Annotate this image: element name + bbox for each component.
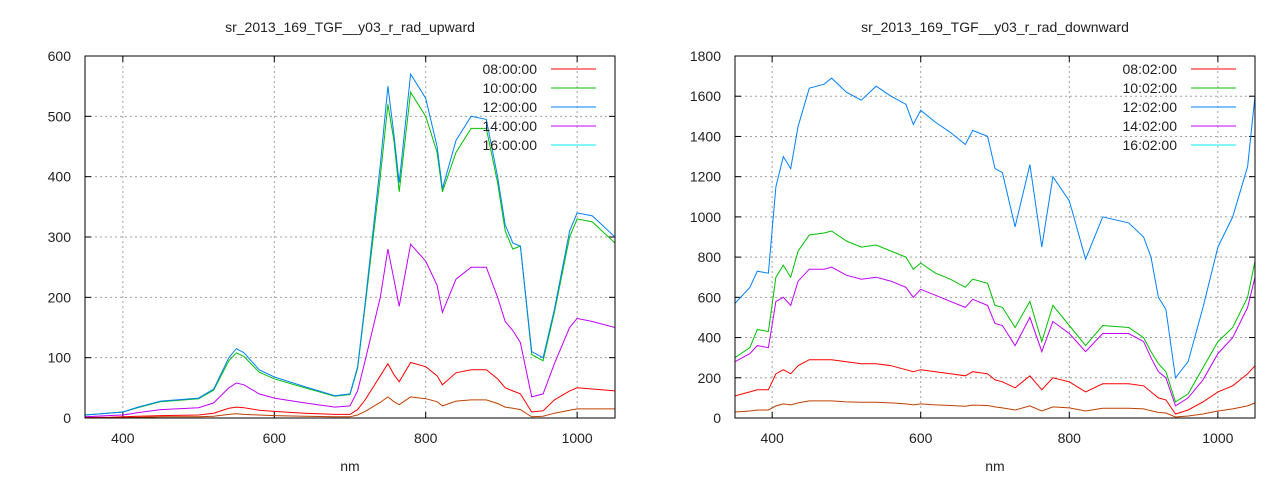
legend-item: 12:00:00 (483, 99, 596, 115)
legend-item: 10:00:00 (483, 80, 596, 96)
legend-item: 08:00:00 (483, 61, 596, 77)
chart-title: sr_2013_169_TGF__y03_r_rad_upward (225, 19, 475, 35)
x-tick-label: 400 (760, 430, 784, 446)
y-tick-label: 1200 (690, 169, 721, 185)
series-line-14-02-00 (735, 266, 1255, 407)
legend-item: 14:02:00 (1123, 118, 1236, 134)
x-tick-label: 1000 (562, 430, 593, 446)
legend-item: 08:02:00 (1123, 61, 1236, 77)
legend-item: 14:00:00 (483, 118, 596, 134)
legend-label: 08:02:00 (1123, 61, 1178, 77)
y-tick-label: 600 (48, 48, 72, 64)
y-tick-label: 0 (713, 410, 721, 426)
legend-label: 10:00:00 (483, 80, 538, 96)
legend-label: 14:00:00 (483, 118, 538, 134)
x-axis-label: nm (985, 458, 1004, 474)
legend-label: 12:00:00 (483, 99, 538, 115)
legend-label: 16:00:00 (483, 137, 538, 153)
y-tick-label: 500 (48, 108, 72, 124)
x-tick-label: 800 (414, 430, 438, 446)
y-tick-label: 400 (48, 169, 72, 185)
y-tick-label: 1800 (690, 48, 721, 64)
y-tick-label: 200 (48, 289, 72, 305)
legend-item: 12:02:00 (1123, 99, 1236, 115)
legend: 08:02:00 10:02:00 12:02:00 14:02:00 16:02:00 (1123, 61, 1236, 153)
y-tick-label: 1000 (690, 209, 721, 225)
series-line-08-02-00 (735, 359, 1255, 415)
series-line-16-00-00 (85, 396, 615, 418)
series-line-10-02-00 (735, 230, 1255, 403)
x-axis-label: nm (340, 458, 359, 474)
legend-label: 12:02:00 (1123, 99, 1178, 115)
x-tick-label: 400 (111, 430, 135, 446)
y-tick-label: 400 (698, 330, 722, 346)
y-tick-label: 1400 (690, 128, 721, 144)
x-tick-label: 600 (263, 430, 287, 446)
y-tick-label: 0 (63, 410, 71, 426)
y-tick-label: 200 (698, 370, 722, 386)
series-line-14-00-00 (85, 243, 615, 418)
plot-frame (734, 55, 1256, 419)
y-tick-label: 300 (48, 229, 72, 245)
chart-panel-2: sr_2013_169_TGF__y03_r_rad_downward 400 60… (690, 19, 1256, 474)
legend-label: 08:00:00 (483, 61, 538, 77)
legend-label: 14:02:00 (1123, 118, 1178, 134)
series-line-12-02-00 (735, 77, 1255, 380)
x-tick-label: 600 (909, 430, 933, 446)
plot-frame (84, 55, 616, 419)
y-tick-label: 600 (698, 289, 722, 305)
y-tick-label: 100 (48, 350, 72, 366)
x-tick-label: 1000 (1202, 430, 1233, 446)
legend: 08:00:00 10:00:00 12:00:00 14:00:00 16:00:00 (483, 61, 596, 153)
series-line-16-02-00 (735, 400, 1255, 418)
chart-panel-1: sr_2013_169_TGF__y03_r_rad_upward 400 600 8… (48, 19, 616, 474)
legend-item: 10:02:00 (1123, 80, 1236, 96)
legend-label: 16:02:00 (1123, 137, 1178, 153)
y-tick-label: 1600 (690, 88, 721, 104)
y-tick-label: 800 (698, 249, 722, 265)
legend-item: 16:02:00 (1123, 137, 1236, 153)
series-line-08-00-00 (85, 361, 615, 418)
x-tick-label: 800 (1058, 430, 1082, 446)
series-line-12-00-00 (85, 72, 615, 416)
chart-title: sr_2013_169_TGF__y03_r_rad_downward (861, 19, 1129, 35)
legend-label: 10:02:00 (1123, 80, 1178, 96)
legend-item: 16:00:00 (483, 137, 596, 153)
